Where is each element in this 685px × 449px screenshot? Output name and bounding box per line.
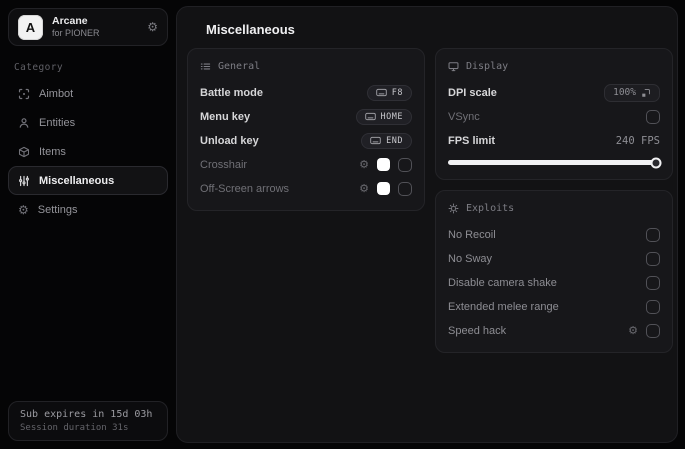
session-duration-text: Session duration 31s (20, 423, 129, 433)
battle-mode-keybind-button[interactable]: F8 (366, 84, 412, 101)
entities-icon (19, 117, 29, 128)
setting-row-speed-hack: Speed hack ⚙ (448, 323, 660, 338)
setting-label: DPI scale (448, 86, 497, 99)
keyboard-icon (370, 136, 381, 145)
dpi-scale-select[interactable]: 100% (604, 83, 660, 102)
unload-key-keybind-button[interactable]: END (361, 132, 412, 149)
cube-icon (18, 146, 30, 157)
no-recoil-checkbox[interactable] (646, 227, 660, 242)
setting-label: No Recoil (448, 228, 496, 241)
sidebar-item-label: Aimbot (39, 87, 74, 100)
setting-row-disable-camera-shake: Disable camera shake (448, 275, 660, 290)
setting-label: Menu key (200, 110, 251, 123)
virus-icon (448, 203, 459, 214)
brand-card: A Arcane for PIONER ⚙ (8, 8, 168, 46)
setting-row-unload-key: Unload key END (200, 132, 412, 149)
keyboard-icon (375, 88, 387, 97)
scale-icon (642, 88, 650, 97)
gear-icon[interactable]: ⚙ (147, 20, 158, 34)
setting-label: Off-Screen arrows (200, 182, 290, 195)
extended-melee-range-checkbox[interactable] (646, 299, 660, 314)
sidebar-item-entities[interactable]: Entities (8, 108, 168, 137)
sidebar-item-label: Items (39, 145, 66, 158)
page-title: Miscellaneous (206, 22, 295, 37)
sliders-icon (19, 175, 29, 186)
sidebar-item-items[interactable]: Items (8, 137, 168, 166)
scan-icon (18, 88, 30, 99)
slider-knob[interactable] (652, 159, 660, 166)
crosshair-color-swatch[interactable] (377, 158, 390, 171)
setting-row-no-recoil: No Recoil (448, 227, 660, 242)
setting-row-no-sway: No Sway (448, 251, 660, 266)
display-card-header: Display (448, 61, 660, 72)
gear-icon[interactable]: ⚙ (359, 158, 369, 171)
setting-row-dpi-scale: DPI scale 100% (448, 83, 660, 102)
setting-label: Crosshair (200, 158, 248, 171)
no-sway-checkbox[interactable] (646, 251, 660, 266)
setting-row-crosshair: Crosshair ⚙ (200, 157, 412, 172)
sidebar-item-settings[interactable]: ⚙ Settings (8, 195, 168, 224)
category-label: Category (14, 62, 63, 73)
main-panel: Miscellaneous General Battle mode (176, 6, 678, 443)
crosshair-checkbox[interactable] (398, 157, 412, 172)
general-card: General Battle mode F8 (187, 48, 425, 211)
sidebar-item-label: Settings (37, 203, 78, 216)
sub-expiry-text: Sub expires in 15d 03h (20, 409, 153, 420)
brand-text: Arcane for PIONER (52, 15, 100, 39)
exploits-card-header: Exploits (448, 203, 660, 214)
keyboard-icon (364, 112, 376, 121)
setting-label: Battle mode (200, 86, 263, 99)
setting-label: No Sway (448, 252, 493, 265)
setting-row-offscreen-arrows: Off-Screen arrows ⚙ (200, 181, 412, 196)
display-card-title: Display (466, 61, 509, 72)
gear-icon[interactable]: ⚙ (359, 182, 369, 195)
setting-label: Disable camera shake (448, 276, 557, 289)
monitor-icon (448, 62, 459, 72)
setting-row-fps-limit: FPS limit 240 FPS (448, 133, 660, 148)
sidebar-item-label: Miscellaneous (39, 174, 115, 187)
setting-label: Speed hack (448, 324, 507, 337)
sidebar-item-miscellaneous[interactable]: Miscellaneous (8, 166, 168, 195)
gear-icon: ⚙ (18, 202, 29, 217)
setting-row-extended-melee-range: Extended melee range (448, 299, 660, 314)
sidebar-nav: Aimbot Entities Items (8, 79, 168, 224)
slider-fill (448, 160, 656, 165)
setting-label: FPS limit (448, 134, 496, 147)
content-area: General Battle mode F8 (177, 37, 677, 363)
app-subtitle: for PIONER (52, 27, 100, 38)
display-card: Display DPI scale 100% (435, 48, 673, 180)
gear-icon[interactable]: ⚙ (628, 324, 638, 337)
sidebar-item-aimbot[interactable]: Aimbot (8, 79, 168, 108)
list-icon (200, 63, 211, 70)
setting-row-menu-key: Menu key HOME (200, 108, 412, 125)
speed-hack-checkbox[interactable] (646, 323, 660, 338)
setting-label: Extended melee range (448, 300, 559, 313)
setting-row-vsync: VSync (448, 109, 660, 124)
setting-label: Unload key (200, 134, 259, 147)
app-logo: A (18, 14, 43, 40)
fps-limit-value: 240 FPS (615, 134, 660, 147)
app-name: Arcane (52, 14, 88, 27)
offscreen-arrows-checkbox[interactable] (398, 181, 412, 196)
general-card-title: General (218, 61, 261, 72)
sidebar-item-label: Entities (39, 116, 76, 129)
vsync-checkbox[interactable] (646, 109, 660, 124)
general-card-header: General (200, 61, 412, 72)
setting-row-battle-mode: Battle mode F8 (200, 84, 412, 101)
exploits-card-title: Exploits (466, 203, 515, 214)
menu-key-keybind-button[interactable]: HOME (355, 108, 412, 125)
subscription-info: Sub expires in 15d 03h Session duration … (8, 401, 168, 441)
offscreen-arrows-color-swatch[interactable] (377, 182, 390, 195)
setting-label: VSync (448, 110, 480, 123)
sidebar: A Arcane for PIONER ⚙ Category Aimbot (0, 0, 176, 449)
exploits-card: Exploits No Recoil No Sway Disable camer… (435, 190, 673, 353)
disable-camera-shake-checkbox[interactable] (646, 275, 660, 290)
fps-limit-slider[interactable] (448, 159, 660, 166)
